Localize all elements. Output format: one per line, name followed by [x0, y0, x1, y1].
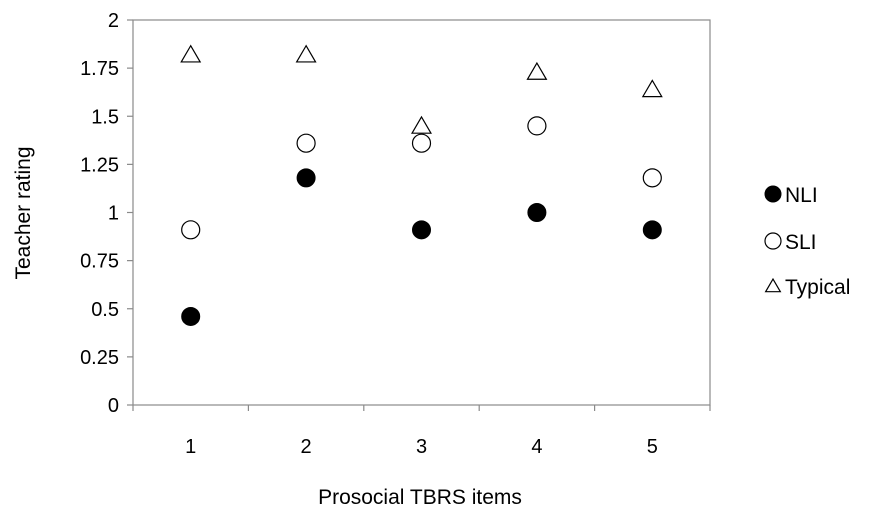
series-nli — [181, 168, 662, 326]
point-nli-3 — [412, 220, 431, 240]
point-nli-2 — [296, 168, 316, 188]
point-sli-2 — [296, 133, 316, 153]
point-typical-4 — [526, 61, 548, 80]
plot-border — [132, 19, 711, 406]
legend-label-sli: SLI — [785, 231, 817, 254]
x-tick-label: 3 — [416, 436, 427, 458]
point-sli-4 — [527, 116, 547, 136]
legend-item-typical: Typical — [764, 276, 850, 299]
y-tick-label: 0 — [108, 395, 119, 417]
y-tick-label: 1.75 — [80, 58, 119, 80]
legend-marker-sli — [764, 232, 782, 250]
legend-marker-typical — [764, 277, 782, 293]
x-axis: 1 2 3 4 5 — [132, 405, 711, 458]
y-tick-label: 1.25 — [80, 154, 119, 176]
y-tick-label: 0.75 — [80, 251, 119, 273]
point-sli-1 — [181, 220, 201, 240]
y-axis-title: Teacher rating — [12, 146, 35, 279]
x-tick-label: 1 — [185, 436, 196, 458]
x-tick-label: 5 — [647, 436, 658, 458]
x-tick-label: 2 — [301, 436, 312, 458]
y-tick-label: 1 — [108, 203, 119, 225]
series-typical — [180, 44, 663, 134]
legend-label-typical: Typical — [785, 276, 850, 299]
legend-label-nli: NLI — [785, 184, 818, 207]
point-nli-1 — [181, 306, 201, 326]
x-axis-title: Prosocial TBRS items — [318, 486, 522, 508]
legend-item-sli: SLI — [764, 231, 817, 254]
point-typical-3 — [411, 115, 432, 134]
point-typical-5 — [641, 79, 663, 98]
point-typical-1 — [180, 44, 202, 63]
y-tick-label: 0.25 — [80, 347, 119, 369]
legend: NLI SLI Typical — [764, 184, 850, 299]
series-sli — [181, 116, 662, 240]
legend-marker-nli — [764, 185, 782, 203]
y-axis: 0 0.25 0.5 0.75 1 1.25 1.5 1.75 2 — [80, 10, 133, 417]
plot-area — [132, 19, 711, 406]
point-sli-5 — [642, 168, 662, 188]
x-tick-label: 4 — [531, 436, 542, 458]
data-points — [180, 44, 663, 326]
y-tick-label: 0.5 — [91, 299, 119, 321]
y-tick-label: 2 — [108, 10, 119, 32]
y-tick-label: 1.5 — [91, 106, 119, 128]
point-nli-5 — [642, 220, 662, 240]
point-typical-2 — [295, 44, 317, 63]
legend-item-nli: NLI — [764, 184, 818, 207]
point-nli-4 — [527, 203, 547, 222]
point-sli-3 — [411, 133, 432, 153]
